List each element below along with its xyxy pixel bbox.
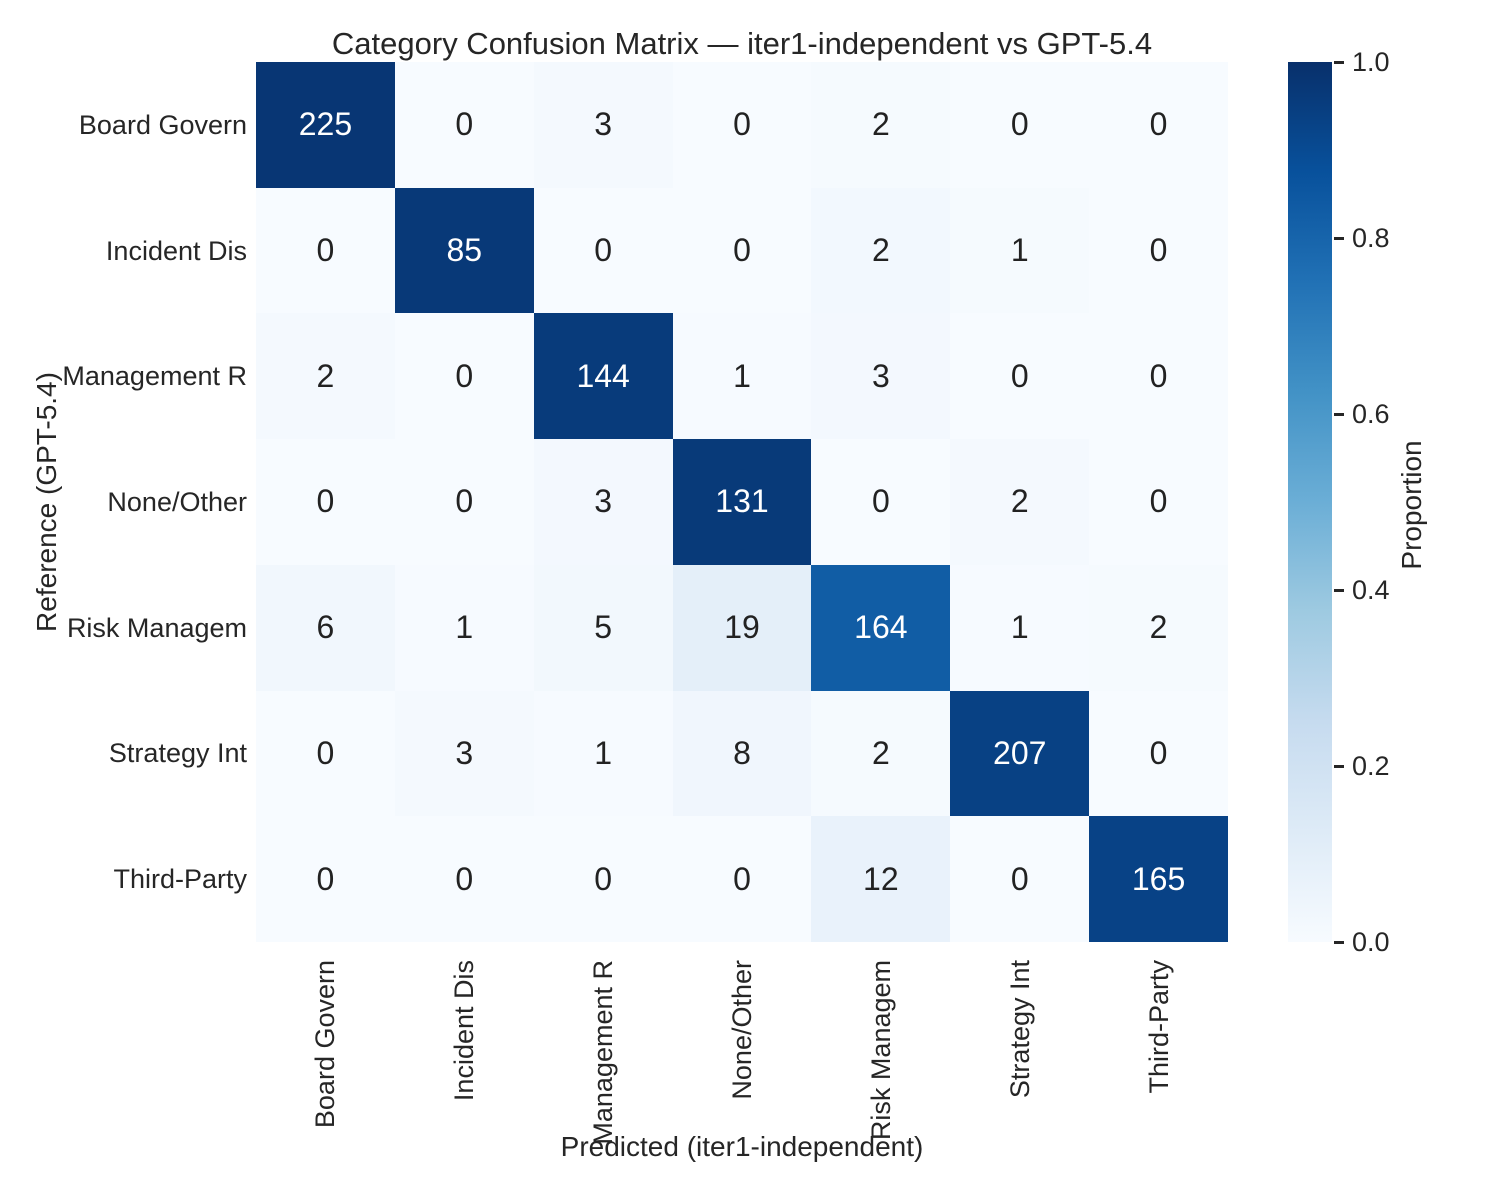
row-label-1: Incident Dis — [105, 235, 247, 266]
heatmap-cell-r0-c6: 0 — [1089, 62, 1228, 188]
colorbar-tick-mark-5 — [1334, 940, 1344, 944]
colorbar-label: Proportion — [1396, 440, 1427, 570]
heatmap-cell-r0-c0: 225 — [256, 62, 395, 188]
heatmap-cell-r4-c0: 6 — [256, 564, 395, 691]
colorbar-gradient — [1288, 62, 1332, 942]
heatmap-cell-r3-c2: 3 — [533, 439, 673, 565]
heatmap-cell-r1-c4: 2 — [811, 187, 951, 314]
colorbar-tick-mark-4 — [1334, 764, 1344, 768]
heatmap-cell-r1-c6: 0 — [1089, 187, 1228, 314]
heatmap-cell-r0-c3: 0 — [672, 62, 812, 188]
heatmap-cell-r0-c1: 0 — [394, 62, 534, 188]
x-axis-label: Predicted (iter1-independent) — [560, 1131, 924, 1162]
heatmap-cell-r1-c0: 0 — [256, 187, 395, 314]
heatmap-cell-r1-c3: 0 — [672, 187, 812, 314]
heatmap-cell-r1-c1: 85 — [394, 187, 534, 314]
heatmap-cell-r1-c2: 0 — [533, 187, 673, 314]
colorbar-tick-mark-2 — [1334, 412, 1344, 416]
row-label-6: Third-Party — [113, 864, 247, 895]
heatmap-cell-r5-c2: 1 — [533, 690, 673, 817]
heatmap-cell-r0-c5: 0 — [950, 62, 1090, 188]
heatmap-cell-r2-c1: 0 — [394, 313, 534, 440]
colorbar-tick-label-0: 1.0 — [1352, 47, 1390, 77]
heatmap-cell-r0-c2: 3 — [533, 62, 673, 188]
heatmap-cell-r6-c5: 0 — [950, 816, 1090, 942]
heatmap-cell-r2-c4: 3 — [811, 313, 951, 440]
heatmap-cell-r2-c5: 0 — [950, 313, 1090, 440]
colorbar-tick-label-5: 0.0 — [1352, 927, 1390, 957]
colorbar-tick-label-2: 0.6 — [1352, 399, 1390, 429]
heatmap-cell-r4-c5: 1 — [950, 564, 1090, 691]
colorbar-tick-mark-3 — [1334, 588, 1344, 592]
heatmap-cell-r4-c4: 164 — [811, 564, 951, 691]
heatmap-cell-r6-c3: 0 — [672, 816, 812, 942]
row-label-3: None/Other — [107, 487, 247, 517]
colorbar-tick-mark-0 — [1334, 60, 1344, 64]
heatmap-cell-r4-c1: 1 — [394, 564, 534, 691]
row-label-0: Board Govern — [78, 109, 247, 140]
heatmap-cell-r6-c4: 12 — [811, 816, 951, 942]
colorbar-tick-label-1: 0.8 — [1352, 223, 1390, 253]
row-label-4: Risk Managem — [66, 612, 247, 643]
heatmap-cell-r6-c2: 0 — [533, 816, 673, 942]
row-label-2: Management R — [62, 361, 247, 392]
heatmap-cell-r6-c6: 165 — [1089, 816, 1228, 942]
heatmap-cell-r5-c3: 8 — [672, 690, 812, 817]
heatmap-cell-r5-c6: 0 — [1089, 690, 1228, 817]
heatmap-cell-r2-c0: 2 — [256, 313, 395, 440]
heatmap-cell-r2-c3: 1 — [672, 313, 812, 440]
heatmap-cell-r2-c2: 144 — [533, 313, 673, 440]
row-label-5: Strategy Int — [108, 738, 247, 769]
heatmap-cell-r3-c1: 0 — [394, 439, 534, 565]
heatmap-cell-r6-c0: 0 — [256, 816, 395, 942]
heatmap-cell-r3-c3: 131 — [672, 439, 812, 565]
heatmap-cell-r5-c0: 0 — [256, 690, 395, 817]
heatmap-cell-r0-c4: 2 — [811, 62, 951, 188]
colorbar-tick-mark-1 — [1334, 236, 1344, 240]
heatmap-cell-r3-c5: 2 — [950, 439, 1090, 565]
heatmap-grid: 225 0 3 0 2 0 0 0 85 0 0 2 1 0 2 0 144 1 3 0 0 0 0 3 131 0 2 0 6 1 5 19… — [256, 62, 1228, 942]
heatmap-cell-r5-c4: 2 — [811, 690, 951, 817]
heatmap-cell-r4-c2: 5 — [533, 564, 673, 691]
heatmap-cell-r3-c6: 0 — [1089, 439, 1228, 565]
colorbar-tick-label-4: 0.2 — [1352, 751, 1390, 781]
colorbar-tick-label-3: 0.4 — [1352, 575, 1390, 605]
heatmap-cell-r6-c1: 0 — [394, 816, 534, 942]
heatmap-cell-r3-c0: 0 — [256, 439, 395, 565]
chart-title: Category Confusion Matrix — iter1-indepe… — [331, 26, 1153, 61]
heatmap-cell-r1-c5: 1 — [950, 187, 1090, 314]
heatmap-cell-r2-c6: 0 — [1089, 313, 1228, 440]
heatmap-cell-r3-c4: 0 — [811, 439, 951, 565]
heatmap-cell-r5-c1: 3 — [394, 690, 534, 817]
heatmap-cell-r5-c5: 207 — [950, 690, 1090, 817]
heatmap-cell-r4-c3: 19 — [672, 564, 812, 691]
heatmap-cell-r4-c6: 2 — [1089, 564, 1228, 691]
